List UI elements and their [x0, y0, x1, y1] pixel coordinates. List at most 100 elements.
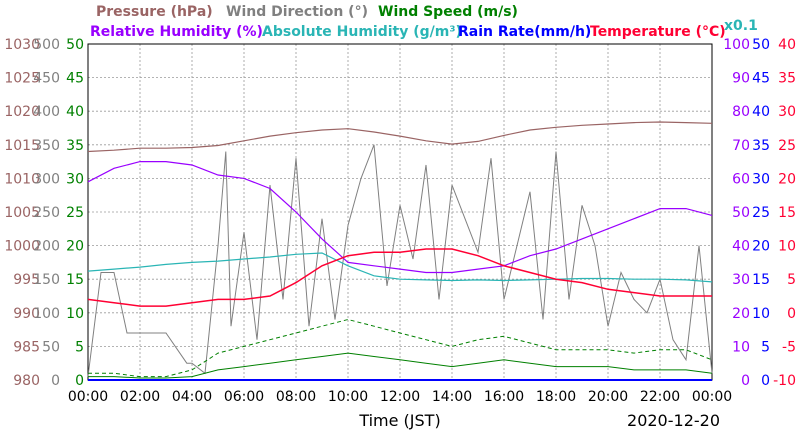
y-tick-humidity: 40 — [732, 239, 750, 255]
x-tick-label: 18:00 — [536, 389, 576, 405]
legend-wind-speed: Wind Speed (m/s) — [378, 4, 518, 20]
y-tick-pressure: 980 — [13, 373, 40, 389]
y-tick-rain: 40 — [752, 104, 770, 120]
y-tick-rain: 35 — [752, 138, 770, 154]
y-tick-temperature: -5 — [782, 339, 796, 355]
legend-pressure: Pressure (hPa) — [96, 4, 213, 20]
y-tick-pressure: 1030 — [4, 37, 40, 53]
y-tick-humidity: 100 — [723, 37, 750, 53]
y-tick-temperature: 25 — [778, 138, 796, 154]
y-tick-wind-direction: 450 — [33, 71, 60, 87]
y-tick-rain: 5 — [761, 339, 770, 355]
y-tick-humidity: 10 — [732, 339, 750, 355]
y-tick-temperature: 10 — [778, 239, 796, 255]
y-tick-wind-speed: 25 — [66, 205, 84, 221]
y-tick-wind-direction: 400 — [33, 104, 60, 120]
y-axes: 9809859909951000100510101015102010251030… — [4, 37, 796, 389]
y-tick-wind-direction: 100 — [33, 306, 60, 322]
x-axis: 00:00 02:00 04:00 06:00 08:00 10:00 12:00 14:00… — [68, 389, 732, 405]
x-tick-label: 16:00 — [484, 389, 524, 405]
x-tick-label: 10:00 — [328, 389, 368, 405]
y-tick-pressure: 1005 — [4, 205, 40, 221]
series-absolute-humidity — [87, 252, 713, 283]
y-tick-rain: 50 — [752, 37, 770, 53]
y-tick-humidity: 20 — [732, 306, 750, 322]
series-wind-speed-gust — [88, 318, 713, 378]
legend-temperature: Temperature (°C) — [590, 24, 726, 40]
x-tick-label: 22:00 — [640, 389, 680, 405]
y-tick-wind-direction: 150 — [33, 272, 60, 288]
y-tick-wind-direction: 50 — [42, 339, 60, 355]
y-tick-pressure: 1025 — [4, 71, 40, 87]
x-tick-label: 06:00 — [224, 389, 264, 405]
y-tick-temperature: 35 — [778, 71, 796, 87]
y-tick-wind-speed: 5 — [75, 339, 84, 355]
x-axis-label: Time (JST) — [358, 411, 440, 430]
x-tick-label: 20:00 — [588, 389, 628, 405]
y-tick-pressure: 985 — [13, 339, 40, 355]
legend-scale-note: x0.1 — [724, 18, 758, 34]
legend-humidity: Relative Humidity (%) — [90, 24, 263, 40]
y-tick-humidity: 80 — [732, 104, 750, 120]
y-tick-wind-speed: 10 — [66, 306, 84, 322]
legend: Pressure (hPa) Wind Direction (°) Wind S… — [90, 4, 758, 40]
x-tick-label: 00:00 — [68, 389, 108, 405]
x-tick-label: 00:00 — [692, 389, 732, 405]
series-relative-humidity — [87, 161, 713, 274]
series-wind-speed-avg — [88, 352, 713, 379]
series-temperature — [87, 248, 712, 307]
y-tick-wind-direction: 0 — [51, 373, 60, 389]
x-tick-label: 12:00 — [380, 389, 420, 405]
series-group — [87, 121, 713, 381]
y-tick-pressure: 995 — [13, 272, 40, 288]
y-tick-wind-direction: 350 — [33, 138, 60, 154]
y-tick-wind-direction: 250 — [33, 205, 60, 221]
y-tick-rain: 15 — [752, 272, 770, 288]
y-tick-rain: 25 — [752, 205, 770, 221]
grid — [87, 43, 713, 381]
y-tick-humidity: 90 — [732, 71, 750, 87]
x-tick-label: 02:00 — [120, 389, 160, 405]
y-tick-humidity: 70 — [732, 138, 750, 154]
y-tick-wind-direction: 500 — [33, 37, 60, 53]
legend-wind-direction: Wind Direction (°) — [226, 4, 368, 20]
y-tick-wind-direction: 300 — [33, 171, 60, 187]
y-tick-rain: 45 — [752, 71, 770, 87]
y-tick-wind-speed: 40 — [66, 104, 84, 120]
y-tick-temperature: 0 — [787, 306, 796, 322]
y-tick-rain: 30 — [752, 171, 770, 187]
y-tick-temperature: -10 — [773, 373, 796, 389]
y-tick-pressure: 1020 — [4, 104, 40, 120]
y-tick-wind-speed: 30 — [66, 171, 84, 187]
x-tick-label: 14:00 — [432, 389, 472, 405]
y-tick-temperature: 40 — [778, 37, 796, 53]
y-tick-pressure: 1015 — [4, 138, 40, 154]
x-tick-label: 04:00 — [172, 389, 212, 405]
y-tick-wind-speed: 0 — [75, 373, 84, 389]
y-tick-wind-speed: 35 — [66, 138, 84, 154]
y-tick-temperature: 5 — [787, 272, 796, 288]
legend-abs-humidity: Absolute Humidity (g/m³) — [262, 24, 462, 40]
chart-date: 2020-12-20 — [627, 411, 720, 430]
y-tick-temperature: 30 — [778, 104, 796, 120]
y-tick-wind-direction: 200 — [33, 239, 60, 255]
y-tick-humidity: 30 — [732, 272, 750, 288]
y-tick-humidity: 50 — [732, 205, 750, 221]
y-tick-wind-speed: 50 — [66, 37, 84, 53]
y-tick-pressure: 990 — [13, 306, 40, 322]
y-tick-wind-speed: 15 — [66, 272, 84, 288]
y-tick-rain: 0 — [761, 373, 770, 389]
y-tick-pressure: 1000 — [4, 239, 40, 255]
y-tick-wind-speed: 20 — [66, 239, 84, 255]
y-tick-temperature: 15 — [778, 205, 796, 221]
y-tick-wind-speed: 45 — [66, 71, 84, 87]
y-tick-humidity: 0 — [741, 373, 750, 389]
y-tick-rain: 10 — [752, 306, 770, 322]
legend-rain: Rain Rate(mm/h) — [458, 24, 591, 40]
x-tick-label: 08:00 — [276, 389, 316, 405]
y-tick-rain: 20 — [752, 239, 770, 255]
series-pressure — [87, 121, 713, 153]
y-tick-temperature: 20 — [778, 171, 796, 187]
y-tick-pressure: 1010 — [4, 171, 40, 187]
